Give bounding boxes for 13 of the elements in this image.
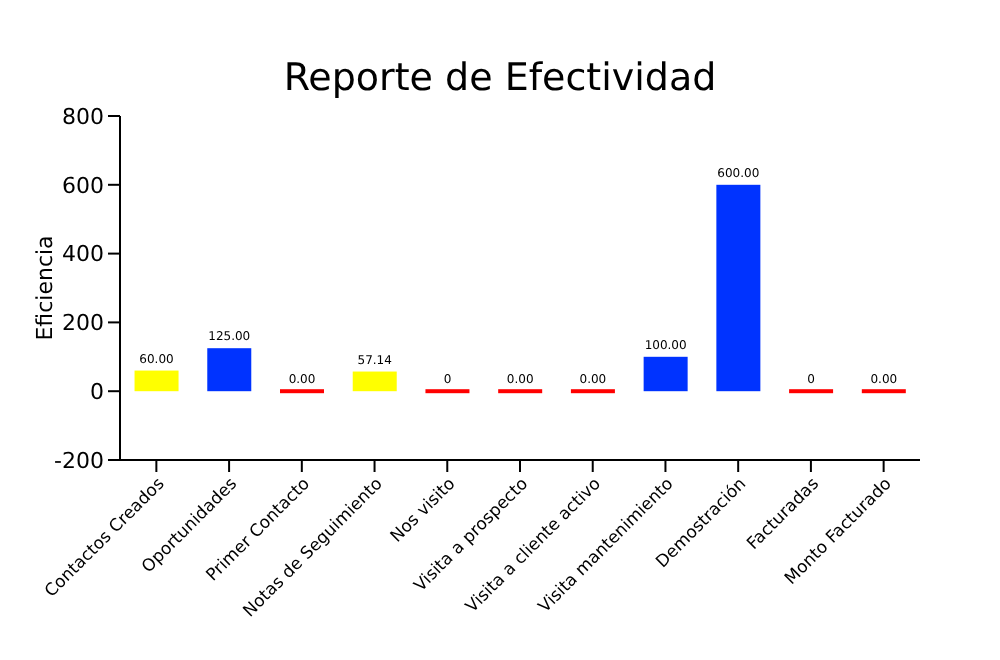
- bar: [716, 184, 761, 392]
- bar: [643, 356, 688, 392]
- y-tick-label: 800: [62, 103, 104, 130]
- y-tick-label: 0: [90, 379, 104, 406]
- y-tick-label: 600: [62, 172, 104, 199]
- y-tick-label: 200: [62, 310, 104, 337]
- y-tick-label: -200: [54, 447, 104, 474]
- chart-title: Reporte de Efectividad: [281, 56, 719, 100]
- y-tick-label: 400: [62, 241, 104, 268]
- bar: [134, 370, 179, 392]
- y-axis-title: Eficiencia: [31, 235, 58, 341]
- bar: [207, 348, 252, 392]
- bar: [352, 371, 397, 392]
